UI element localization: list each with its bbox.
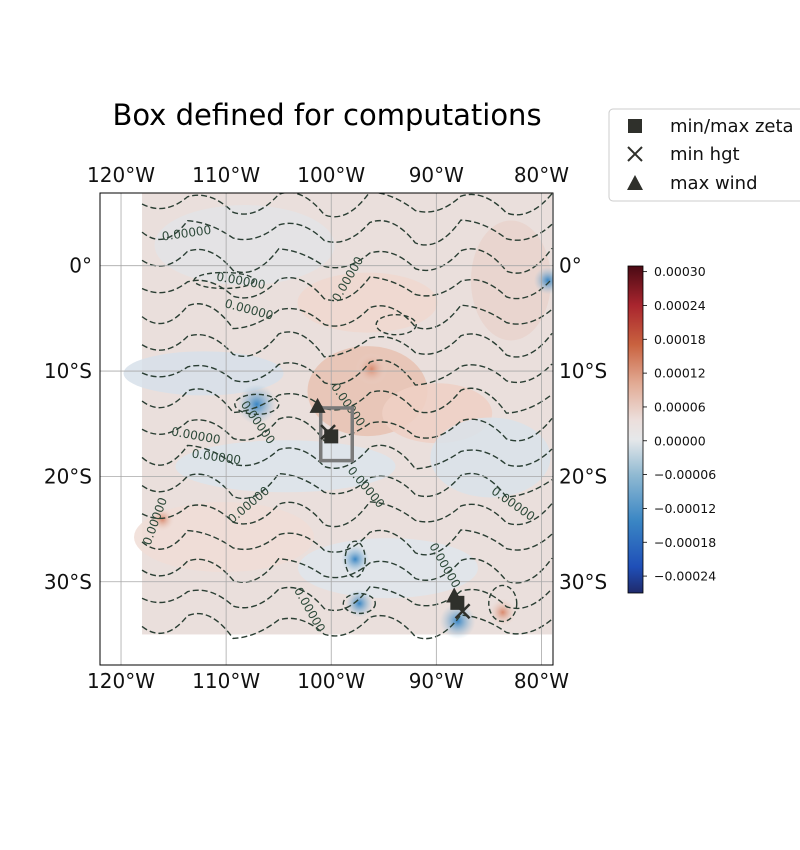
map-frame [99,192,554,666]
colorbar-tick-label: 0.00006 [654,399,706,414]
field-extremum [533,266,553,295]
field-patch [470,220,551,341]
hgt-marker-stroke [454,603,471,620]
contour-loop [488,584,518,623]
contour-loop [234,393,280,416]
field-extremum [341,545,370,574]
legend: min/max zeta min hgt max wind [608,108,800,202]
contour-line [141,276,553,302]
field-extremum [345,589,374,618]
lat-tick-label: 10°S [559,359,607,383]
contour-line [141,557,553,584]
triangle-marker-icon [627,175,643,190]
contour-line [141,501,553,528]
field-patch [175,440,396,493]
colorbar: 0.00030 0.00024 0.00018 0.00012 0.00006 0.000… [627,264,716,594]
colorbar-gradient [627,265,644,594]
legend-label-zeta: min/max zeta [670,116,794,137]
colorbar-tick-label: 0.00000 [654,433,706,448]
legend-box [608,108,800,202]
contour-line [141,416,553,442]
colorbar-tick-label: 0.00030 [654,264,706,279]
colorbar-tick-label: −0.00012 [654,501,716,516]
contour-loop [344,540,366,578]
colorbar-tick-label: −0.00024 [654,569,716,584]
zeta-contours [141,193,553,640]
legend-item-zeta: min/max zeta [628,116,794,137]
contour-line [141,331,553,358]
lat-ticks-left: 0° 10°S 20°S 30°S [44,254,92,594]
contour-line [141,529,553,556]
lon-tick-label: 80°W [514,163,569,187]
field-extremum [150,507,175,532]
lat-tick-label: 30°S [44,570,92,594]
computation-box-outline [318,406,355,463]
field-extremum [355,352,388,385]
contour-label: 0.00000 [191,447,242,468]
contour-line [141,612,553,640]
contour-line [141,359,553,386]
contour-line [141,219,553,246]
lat-tick-label: 0° [69,254,92,278]
map-title: Box defined for computations [112,98,541,132]
wind-marker [309,397,326,413]
contour-loop [375,313,417,336]
colorbar-tick-label: −0.00018 [654,535,716,550]
contour-line [141,303,553,330]
field-patch [297,272,438,333]
x-marker-icon [627,146,643,162]
wind-marker [446,587,463,603]
lat-tick-label: 20°S [559,464,607,488]
contour-label: 0.00000 [161,223,212,244]
legend-item-wind: max wind [627,173,758,194]
colorbar-tick-label: 0.00018 [654,332,706,347]
lat-ticks-right: 0° 10°S 20°S 30°S [559,254,607,594]
field-extremum [236,384,277,425]
computation-box [318,406,355,463]
hgt-marker [454,603,471,620]
field-patch [430,417,551,498]
vorticity-field [123,193,553,640]
hgt-marker [320,424,336,441]
contour-line [141,193,553,218]
lon-tick-label: 120°W [87,163,155,187]
field-extremum [439,603,476,640]
lon-ticks-top: 120°W 110°W 100°W 90°W 80°W [87,163,569,187]
contour-line [141,586,553,612]
contour-line [141,444,553,470]
lon-tick-label: 100°W [297,669,365,693]
contour-loop [342,592,376,615]
map-panel: 0.000000.000000.000000.000000.000000.000… [99,192,554,666]
legend-label-hgt: min hgt [670,144,740,165]
lon-ticks-bottom: 120°W 110°W 100°W 90°W 80°W [87,669,569,693]
lon-tick-label: 120°W [87,669,155,693]
lon-tick-label: 110°W [192,669,260,693]
field-patch [154,205,335,286]
lon-tick-label: 90°W [409,669,464,693]
lon-tick-label: 110°W [192,163,260,187]
lat-tick-label: 0° [559,254,582,278]
legend-label-wind: max wind [670,173,758,194]
lon-tick-label: 90°W [409,163,464,187]
lat-tick-label: 10°S [44,359,92,383]
colorbar-ticks: 0.00030 0.00024 0.00018 0.00012 0.00006 0.000… [643,264,716,584]
hgt-marker-stroke [320,424,336,441]
field-patch [123,351,284,396]
colorbar-tick-label: 0.00024 [654,298,706,313]
markers [309,397,471,620]
lon-tick-label: 80°W [514,669,569,693]
lat-tick-label: 30°S [559,570,607,594]
lat-tick-label: 20°S [44,464,92,488]
colorbar-tick-label: 0.00012 [654,366,706,381]
square-marker-icon [628,119,642,133]
contour-loop [193,271,255,290]
colorbar-tick-label: −0.00006 [654,467,716,482]
field-patch [134,502,315,573]
lon-tick-label: 100°W [297,163,365,187]
legend-item-hgt: min hgt [627,144,740,165]
